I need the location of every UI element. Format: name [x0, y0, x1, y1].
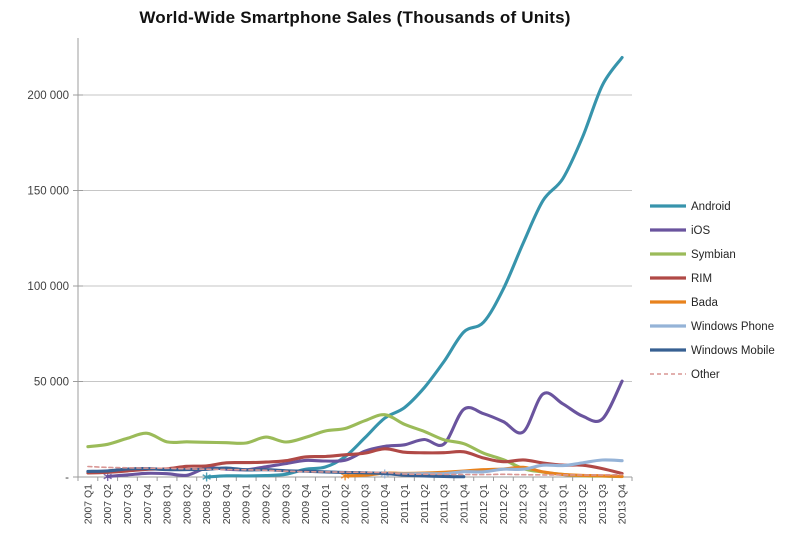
series-line-rim	[86, 447, 624, 476]
x-axis-label: 2010 Q3	[359, 484, 371, 524]
asterisk-marker-icon	[103, 473, 112, 480]
x-axis-label: 2009 Q4	[300, 484, 312, 524]
legend-item-windows-phone: Windows Phone	[650, 321, 774, 333]
x-axis-label: 2012 Q1	[478, 484, 490, 524]
series-start-marker-android	[202, 472, 211, 482]
series-line-android	[205, 55, 624, 479]
x-axis-label: 2009 Q3	[280, 484, 292, 524]
legend-label-ios: iOS	[691, 225, 711, 237]
x-axis-label: 2012 Q3	[518, 484, 530, 524]
x-axis-label: 2013 Q2	[577, 484, 589, 524]
legend-label-bada: Bada	[691, 297, 718, 309]
x-axis-label: 2007 Q4	[142, 484, 154, 524]
x-axis-label: 2007 Q3	[122, 484, 134, 524]
x-axis-label: 2011 Q1	[399, 484, 411, 524]
y-axis-label: 200 000	[27, 90, 69, 102]
x-axis-label: 2013 Q4	[617, 484, 629, 524]
x-axis-label: 2009 Q1	[241, 484, 253, 524]
legend-label-windows-phone: Windows Phone	[691, 321, 774, 333]
x-axis-label: 2013 Q3	[597, 484, 609, 524]
legend-item-rim: RIM	[650, 273, 712, 285]
x-axis-label: 2013 Q1	[557, 484, 569, 524]
x-axis-label: 2010 Q2	[340, 484, 352, 524]
x-axis-label: 2007 Q2	[102, 484, 114, 524]
series-line-windows-mobile	[86, 466, 466, 479]
x-axis-label: 2012 Q2	[498, 484, 510, 524]
x-axis-label: 2009 Q2	[260, 484, 272, 524]
x-axis-label: 2008 Q2	[181, 484, 193, 524]
series-line-ios	[106, 379, 624, 479]
legend-label-windows-mobile: Windows Mobile	[691, 345, 775, 357]
y-axis-label: 150 000	[27, 186, 69, 198]
asterisk-marker-icon	[202, 474, 211, 480]
y-axis-label: 50 000	[34, 377, 69, 389]
legend-item-other: Other	[650, 369, 720, 381]
asterisk-marker-icon	[340, 473, 350, 479]
series-line-other	[87, 465, 623, 476]
x-axis-label: 2010 Q1	[320, 484, 332, 524]
legend-item-android: Android	[650, 201, 731, 213]
legend-item-symbian: Symbian	[650, 249, 736, 261]
legend-item-bada: Bada	[650, 297, 718, 309]
x-axis-label: 2010 Q4	[379, 484, 391, 524]
y-axis-label: -	[65, 472, 69, 484]
legend-label-symbian: Symbian	[691, 249, 736, 261]
legend-item-ios: iOS	[650, 225, 711, 237]
x-axis-label: 2008 Q1	[162, 484, 174, 524]
x-axis-label: 2007 Q1	[82, 484, 94, 524]
legend-label-rim: RIM	[691, 273, 712, 285]
chart-title: World-Wide Smartphone Sales (Thousands o…	[139, 8, 571, 27]
x-axis-label: 2012 Q4	[537, 484, 549, 524]
x-axis-label: 2008 Q3	[201, 484, 213, 524]
legend-label-other: Other	[691, 369, 720, 381]
x-axis-label: 2011 Q2	[419, 484, 431, 524]
legend-label-android: Android	[691, 201, 731, 213]
y-axis-label: 100 000	[27, 281, 69, 293]
x-axis-label: 2011 Q3	[439, 484, 451, 524]
x-axis-label: 2011 Q4	[458, 484, 470, 524]
legend-item-windows-mobile: Windows Mobile	[650, 345, 775, 357]
x-axis-label: 2008 Q4	[221, 484, 233, 524]
